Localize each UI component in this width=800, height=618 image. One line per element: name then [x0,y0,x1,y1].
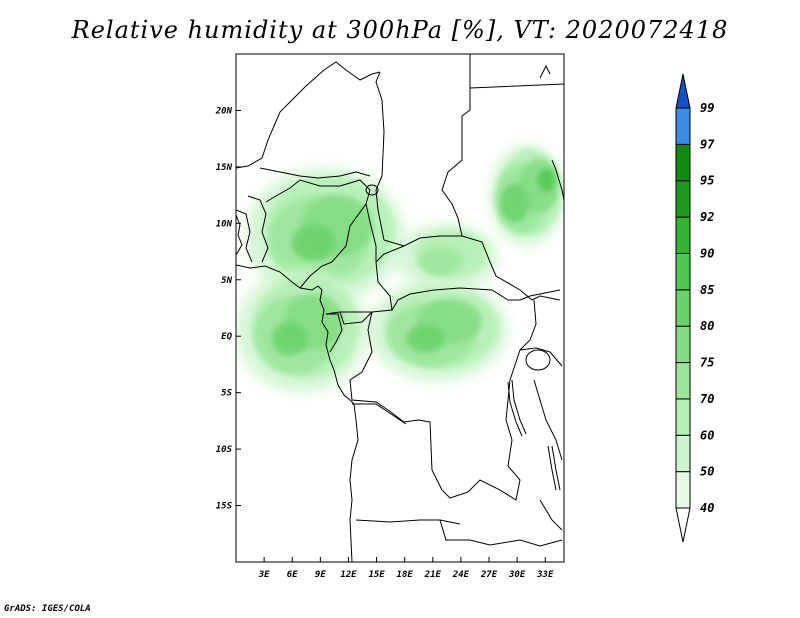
colorbar-label: 85 [700,283,714,297]
map-frame [235,53,565,563]
colorbar-box-50 [675,434,691,473]
border-angola [352,403,461,525]
border-chad-car [375,235,462,263]
border-gabon [326,311,373,353]
lon-tick-label: 12E [340,570,357,580]
colorbar-box-97 [675,107,691,145]
colorbar-label: 95 [700,174,714,188]
colorbar-label: 75 [700,356,714,370]
coastline-red-sea [539,64,564,201]
colorbar-box-85 [675,252,691,291]
colorbar-label: 60 [700,428,714,442]
colorbar-label: 80 [700,319,714,333]
lon-tick-label: 6E [287,570,298,580]
colorbar-label: 97 [700,137,715,151]
border-westafrica-small [236,195,269,263]
lat-tick-label: 20N [215,106,233,116]
lon-tick-label: 15E [368,570,385,580]
colorbar-label: 92 [700,210,714,224]
lake-chad [365,184,379,196]
colorbar-box-92 [675,180,691,218]
colorbar-top-triangle [675,73,691,109]
lat-tick-label: 5N [221,276,232,286]
map-boundaries [236,54,564,562]
colorbar-box-40 [675,471,691,509]
border-niger [259,167,371,179]
lon-tick-label: 3E [258,570,270,580]
border-zambia [439,519,563,547]
colorbar: 40 50 60 70 75 80 85 90 92 95 97 99 [675,73,715,543]
lon-tick-label: 21E [424,570,442,580]
moist-region-sahel-west [245,166,405,303]
colorbar-label: 90 [700,246,714,260]
chart-title: Relative humidity at 300hPa [%], VT: 202… [71,16,729,44]
map-axes: 3E 6E 9E 12E 15E 18E 21E 24E 27E 30E 33E 20N 15N 10N 5… [215,106,554,580]
lon-tick-label: 27E [480,570,498,580]
moist-region-central-african [395,223,499,292]
border-congo [391,287,561,311]
colorbar-box-90 [675,216,691,254]
colorbar-label: 40 [700,501,714,515]
lon-tick-label: 33E [536,570,554,580]
moist-region-gulf-of-guinea [236,268,368,393]
lat-tick-label: 10S [216,445,233,455]
grads-credit: GrADS: IGES/COLA [4,604,91,614]
moist-region-ethiopia-sudan [489,144,564,246]
colorbar-box-60 [675,398,691,436]
lon-tick-label: 9E [315,570,326,580]
colorbar-label: 50 [700,465,714,479]
lon-tick-label: 30E [508,570,526,580]
moist-region-congo-basin [367,279,508,382]
border-nigeria [265,179,371,289]
lat-tick-label: EQ [221,332,232,342]
colorbar-box-75 [675,325,691,364]
border-sudan-ethiopia [461,83,564,301]
colorbar-bottom-triangle [675,507,691,543]
border-libya-chad [375,71,385,241]
humidity-field [236,144,564,393]
lake-tanganyika [507,379,527,437]
lat-tick-label: 10N [216,219,233,229]
lat-tick-label: 15N [216,163,233,173]
lat-tick-label: 15S [216,502,233,512]
lon-tick-label: 18E [397,570,414,580]
lat-tick-label: 5S [221,389,232,399]
border-algeria-mali [236,61,381,169]
border-cameroon [325,203,393,315]
border-egypt [441,54,471,237]
colorbar-box-95 [675,143,691,182]
colorbar-box-80 [675,289,691,327]
lake-malawi [547,445,561,491]
colorbar-label: 70 [700,392,714,406]
coastline-west-africa [236,214,359,562]
border-east [519,295,563,531]
colorbar-box-70 [675,362,691,400]
lon-tick-label: 24E [452,570,470,580]
lake-victoria [525,349,551,371]
colorbar-label: 99 [700,101,714,115]
